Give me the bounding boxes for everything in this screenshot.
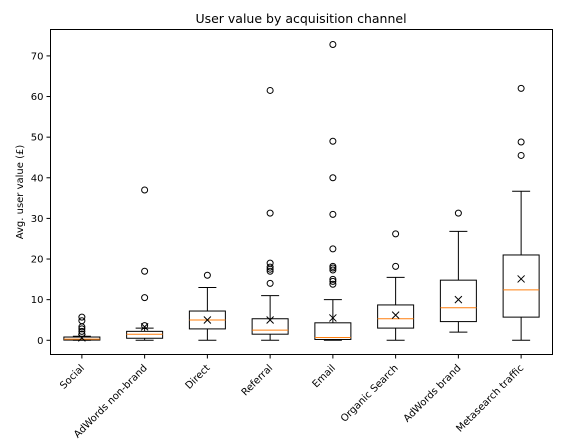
box-group	[439, 209, 477, 333]
outlier-point	[266, 267, 274, 275]
mean-marker	[266, 316, 274, 324]
outlier-point	[78, 327, 86, 335]
outlier-point	[517, 84, 525, 92]
iqr-box	[439, 279, 477, 323]
outlier-point	[329, 275, 337, 283]
iqr-box	[377, 304, 415, 329]
box-group	[188, 271, 226, 341]
outlier-point	[329, 280, 337, 288]
iqr-box	[251, 318, 289, 335]
outlier-point	[266, 259, 274, 267]
outlier-point	[266, 209, 274, 217]
mean-marker	[78, 333, 86, 342]
x-tick-label: Social	[58, 363, 87, 392]
y-tick-label: 20	[31, 255, 44, 266]
x-tick-label: AdWords non-brand	[72, 363, 150, 441]
outlier-point	[266, 86, 274, 94]
x-tick-label: Email	[311, 363, 338, 390]
outlier-point	[329, 277, 337, 285]
mean-marker	[391, 311, 400, 319]
mean-marker	[140, 323, 149, 331]
mean-marker	[329, 314, 337, 322]
x-tick-label: Referral	[240, 363, 276, 399]
box-group	[63, 313, 101, 342]
outlier-point	[203, 271, 211, 279]
x-tick-label: Metasearch traffic	[454, 363, 526, 435]
y-tick-label: 70	[31, 51, 44, 62]
outlier-point	[329, 262, 337, 270]
outlier-point	[329, 210, 337, 218]
outlier-point	[141, 267, 149, 275]
x-tick-label: AdWords brand	[402, 363, 464, 425]
outlier-point	[517, 138, 525, 146]
outlier-point	[329, 266, 337, 274]
iqr-box	[314, 322, 352, 340]
x-tick-label: Organic Search	[339, 363, 401, 425]
box-group	[502, 84, 540, 341]
y-tick-label: 60	[31, 92, 44, 103]
outlier-point	[329, 137, 337, 145]
y-axis: 0 10 20 30 40 50 60 70	[31, 51, 51, 347]
outlier-point	[329, 174, 337, 182]
chart-title: User value by acquisition channel	[195, 11, 406, 26]
box-group	[377, 230, 415, 341]
plot-area	[63, 41, 540, 342]
plot-frame	[50, 29, 553, 355]
outlier-point	[329, 245, 337, 253]
mean-marker	[454, 295, 463, 304]
outlier-point	[392, 262, 400, 270]
mean-marker	[203, 316, 212, 324]
outlier-point	[78, 317, 86, 325]
outlier-point	[141, 294, 149, 302]
outlier-point	[329, 41, 337, 49]
y-tick-label: 50	[31, 133, 44, 144]
mean-marker	[517, 275, 525, 283]
outlier-point	[392, 230, 400, 238]
y-axis-label: Avg. user value (£)	[15, 145, 26, 240]
outlier-point	[454, 209, 462, 217]
outlier-point	[266, 279, 274, 287]
box-group	[251, 86, 289, 341]
outlier-point	[78, 313, 86, 321]
outlier-point	[517, 151, 525, 159]
outlier-point	[78, 325, 86, 333]
outlier-point	[141, 322, 149, 330]
y-tick-label: 40	[31, 173, 44, 184]
y-tick-label: 30	[31, 214, 44, 225]
box-group	[314, 41, 352, 341]
iqr-box	[502, 254, 540, 318]
iqr-box	[126, 330, 164, 339]
y-tick-label: 10	[31, 295, 44, 306]
box-group	[126, 186, 164, 341]
y-tick-label: 0	[37, 336, 43, 347]
outlier-point	[141, 186, 149, 194]
x-tick-label: Direct	[184, 363, 213, 392]
outlier-point	[266, 263, 274, 271]
